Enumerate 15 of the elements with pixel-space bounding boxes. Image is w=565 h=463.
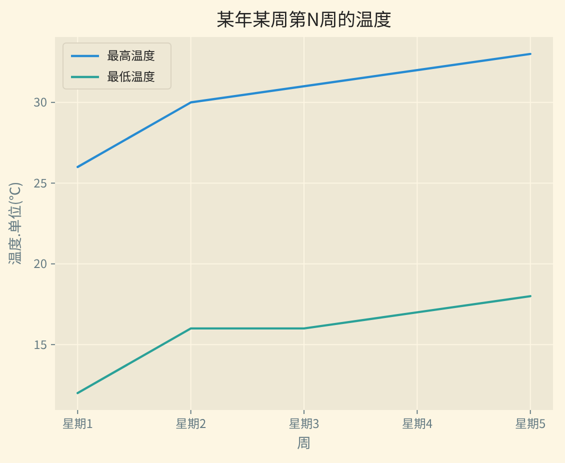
chart-title: 某年某周第N周的温度 <box>216 6 392 32</box>
x-tick-label: 星期3 <box>288 415 320 432</box>
y-tick-label: 15 <box>34 336 48 353</box>
y-axis-title: 温度.单位(℃) <box>5 182 25 266</box>
y-tick-label: 25 <box>34 174 48 192</box>
x-axis-title: 周 <box>297 433 311 453</box>
x-tick-label: 星期4 <box>402 415 433 432</box>
y-tick-label: 20 <box>34 255 48 272</box>
x-tick-label: 星期2 <box>175 415 206 432</box>
legend-label: 最高温度 <box>107 47 156 64</box>
x-tick-label: 星期5 <box>515 415 546 432</box>
y-tick-label: 30 <box>34 94 48 111</box>
line-series <box>76 295 532 394</box>
x-tick-label: 星期1 <box>62 415 93 432</box>
legend-label: 最低温度 <box>107 68 156 86</box>
